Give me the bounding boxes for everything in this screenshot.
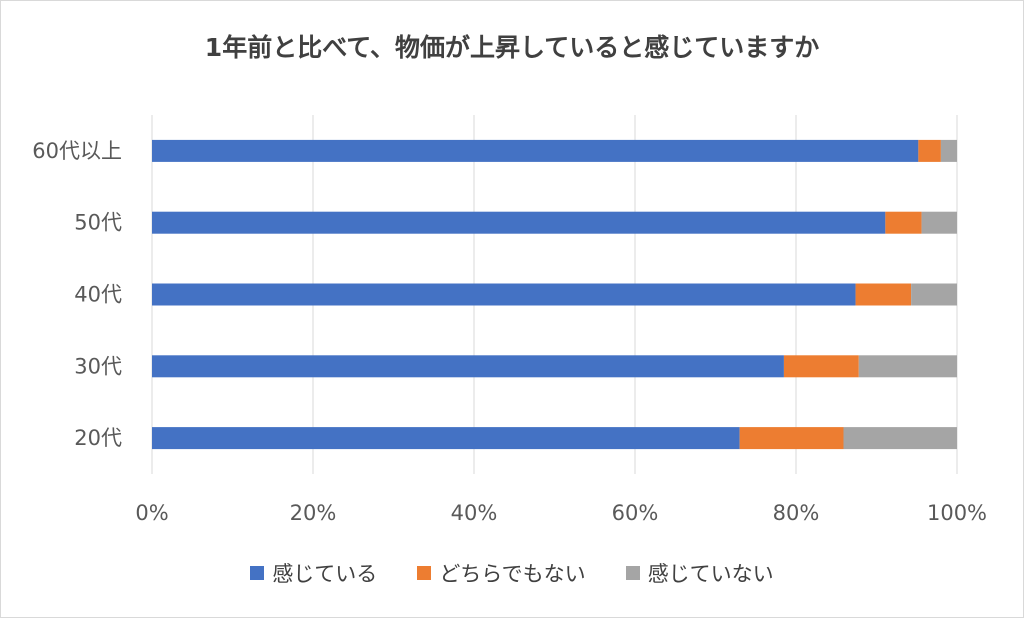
bar-segment-series-1 — [152, 283, 856, 306]
bar-segment-series-3 — [940, 139, 957, 162]
bar-segment-series-1 — [152, 211, 886, 234]
y-category-label: 30代 — [74, 354, 122, 378]
x-tick-label: 100% — [927, 501, 987, 525]
bar-segment-series-1 — [152, 355, 784, 378]
bar-segment-series-2 — [783, 355, 859, 378]
y-category-label: 50代 — [74, 211, 122, 235]
legend-swatch-series-2 — [417, 566, 432, 580]
legend-item-series-3: 感じていない — [625, 558, 774, 588]
legend-item-series-1: 感じている — [250, 558, 377, 588]
bar-segment-series-3 — [843, 427, 957, 450]
x-tick-label: 80% — [773, 501, 820, 525]
legend-swatch-series-3 — [625, 566, 640, 580]
x-tick-label: 0% — [135, 501, 168, 525]
bar-segment-series-2 — [885, 211, 922, 234]
y-category-label: 60代以上 — [32, 139, 122, 163]
bar-segment-series-2 — [739, 427, 844, 450]
bar-segment-series-1 — [152, 427, 740, 450]
bar-segment-series-2 — [855, 283, 912, 306]
legend-label-series-3: 感じていない — [647, 562, 774, 586]
bar-segment-series-3 — [858, 355, 957, 378]
y-category-label: 20代 — [74, 426, 122, 450]
bar-segment-series-3 — [911, 283, 957, 306]
legend-label-series-1: 感じている — [272, 562, 378, 586]
legend: 感じている どちらでもない 感じていない — [0, 558, 1024, 588]
x-tick-label: 20% — [290, 501, 337, 525]
x-tick-label: 60% — [612, 501, 659, 525]
chart-title: 1年前と比べて、物価が上昇していると感じていますか — [204, 33, 820, 62]
y-category-label: 40代 — [74, 283, 122, 307]
bar-segment-series-2 — [918, 139, 941, 162]
x-tick-label: 40% — [451, 501, 498, 525]
legend-item-series-2: どちらでもない — [417, 558, 586, 588]
bar-segment-series-1 — [152, 139, 919, 162]
bar-segment-series-3 — [921, 211, 957, 234]
legend-label-series-2: どちらでもない — [439, 562, 586, 586]
legend-swatch-series-1 — [250, 566, 265, 580]
